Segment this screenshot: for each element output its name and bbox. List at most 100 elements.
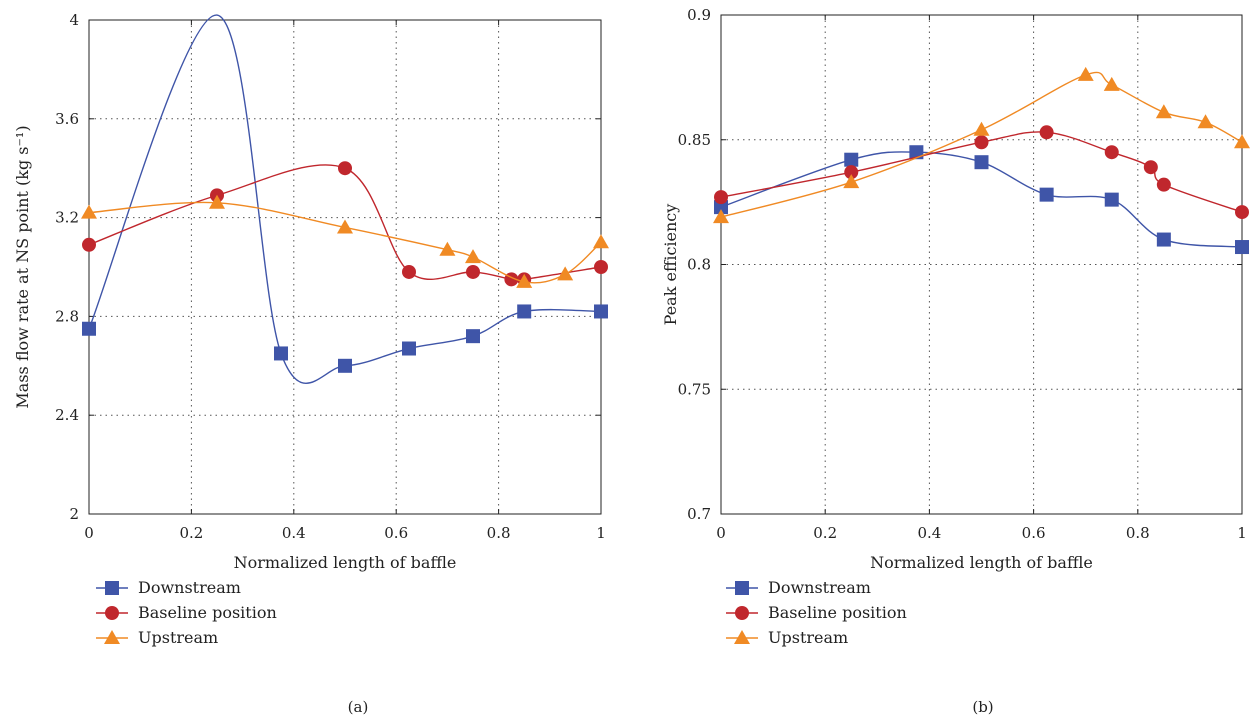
data-point: [594, 304, 608, 319]
y-tick-label: 0.8: [687, 256, 711, 274]
y-axis-label: Mass flow rate at NS point (kg s⁻¹): [13, 125, 32, 408]
grid: [89, 20, 601, 514]
legend-item-baseline: Baseline position: [726, 603, 907, 622]
legend-item-downstream: Downstream: [726, 578, 871, 597]
grid: [721, 15, 1242, 514]
legend-item-upstream: Upstream: [96, 628, 218, 647]
legend-marker: [105, 581, 119, 595]
data-point: [439, 241, 456, 256]
legend-item-upstream: Upstream: [726, 628, 848, 647]
data-point: [714, 200, 728, 215]
y-tick-label: 0.85: [678, 131, 711, 149]
data-point: [1039, 187, 1054, 202]
panel-caption: (a): [348, 698, 369, 716]
series-upstream: [713, 66, 1250, 224]
data-point: [1143, 160, 1158, 175]
legend-marker: [735, 581, 749, 595]
data-point: [516, 273, 533, 288]
data-point: [402, 264, 416, 279]
data-point: [1235, 205, 1249, 220]
legend-marker: [104, 630, 120, 644]
plot-frame: [88, 19, 602, 515]
data-point: [1156, 177, 1171, 192]
data-point: [713, 209, 729, 224]
data-point: [844, 152, 859, 167]
legend: Downstream Baseline position Upstream: [96, 578, 277, 647]
x-tick-label: 0.6: [1022, 524, 1046, 542]
data-point: [81, 204, 97, 219]
legend-item-baseline: Baseline position: [96, 603, 277, 622]
x-tick-label: 0.4: [282, 524, 306, 542]
data-point: [843, 174, 860, 189]
data-point: [338, 358, 352, 373]
y-tick-label: 4: [69, 11, 79, 29]
data-point: [82, 237, 96, 252]
legend-label: Downstream: [768, 578, 871, 597]
data-point: [1156, 232, 1171, 247]
data-point: [517, 304, 532, 319]
y-tick-label: 2.8: [55, 307, 79, 325]
panel-caption: (b): [972, 698, 993, 716]
data-point: [82, 321, 96, 336]
x-tick-label: 0: [716, 524, 726, 542]
legend-label: Upstream: [138, 628, 218, 647]
series-upstream: [81, 194, 609, 288]
data-point: [466, 264, 480, 279]
x-tick-label: 0.4: [917, 524, 941, 542]
data-point: [594, 260, 608, 274]
y-tick-label: 3.2: [55, 209, 79, 227]
x-tick-label: 1: [596, 524, 606, 542]
data-point: [402, 341, 416, 356]
legend-item-downstream: Downstream: [96, 578, 241, 597]
series-baseline: [714, 125, 1249, 220]
data-point: [338, 161, 352, 176]
x-tick-label: 0.2: [179, 524, 203, 542]
data-point: [1155, 104, 1172, 119]
legend-marker: [105, 606, 119, 620]
y-tick-label: 2.4: [55, 406, 79, 424]
series-downstream: [714, 145, 1249, 255]
y-tick-label: 0.9: [687, 6, 711, 24]
legend-label: Upstream: [768, 628, 848, 647]
y-axis-label: Peak efficiency: [661, 204, 680, 326]
data-point: [466, 329, 480, 344]
data-point: [465, 249, 481, 264]
legend-label: Baseline position: [138, 603, 277, 622]
data-point: [337, 219, 353, 234]
data-point: [274, 346, 288, 361]
legend: Downstream Baseline position Upstream: [726, 578, 907, 647]
y-tick-label: 0.7: [687, 505, 711, 523]
x-axis-label: Normalized length of baffle: [234, 553, 457, 572]
series-line: [88, 14, 602, 384]
data-point: [1077, 66, 1094, 81]
series-line: [88, 201, 602, 284]
legend-label: Baseline position: [768, 603, 907, 622]
x-tick-label: 0.8: [487, 524, 511, 542]
data-point: [974, 155, 989, 170]
legend-marker: [735, 606, 749, 620]
data-point: [593, 234, 609, 249]
data-point: [973, 121, 990, 136]
series-downstream: [82, 14, 608, 384]
data-point: [1103, 76, 1120, 91]
data-point: [974, 135, 989, 150]
data-point: [844, 165, 859, 180]
x-tick-label: 0: [84, 524, 94, 542]
data-point: [1197, 114, 1214, 129]
y-tick-label: 2: [69, 505, 79, 523]
chart-panel-a: 0 0.2 0.4 0.6 0.8 1 2 2.4 2.8 3.2 3.6 4 Normalized l…: [13, 11, 609, 716]
y-tick-label: 0.75: [678, 380, 711, 398]
data-point: [557, 266, 574, 281]
legend-label: Downstream: [138, 578, 241, 597]
chart-panel-b: 0 0.2 0.4 0.6 0.8 1 0.7 0.75 0.8 0.85 0.9 Normalize…: [661, 6, 1250, 716]
data-point: [1104, 192, 1119, 207]
x-axis-label: Normalized length of baffle: [870, 553, 1093, 572]
y-tick-label: 3.6: [55, 110, 79, 128]
legend-marker: [734, 630, 750, 644]
data-point: [1234, 134, 1250, 149]
x-tick-label: 0.2: [813, 524, 837, 542]
data-point: [1235, 240, 1249, 255]
data-point: [1104, 145, 1119, 160]
data-point: [209, 194, 225, 209]
